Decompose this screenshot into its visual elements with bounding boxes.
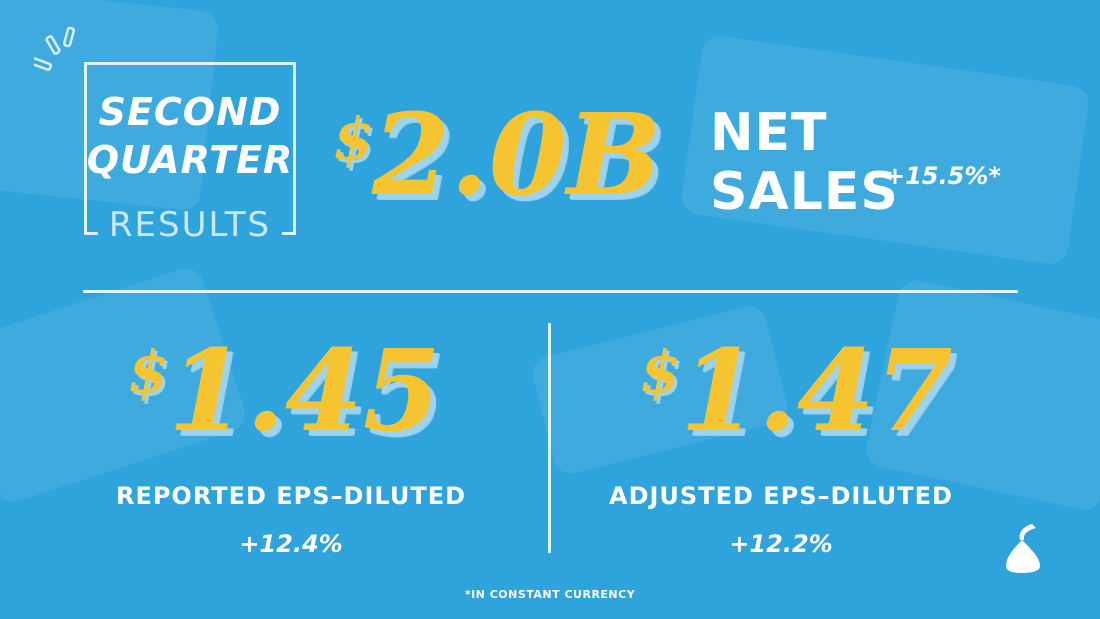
net-sales-growth: +15.5%* [885,162,1001,190]
net-sales-label-sales: SALES [710,162,899,222]
title-quarter: QUARTER [86,138,294,182]
horizontal-divider [83,290,1018,293]
sparkle-lines-icon [34,26,76,71]
net-sales-currency: $ [333,105,374,173]
vertical-divider [548,323,551,553]
footnote: *IN CONSTANT CURRENCY [464,588,636,601]
title-frame [84,62,296,234]
reported-eps-growth: +12.4% [239,530,343,558]
reported-eps-value: 1.45 [168,326,441,457]
adjusted-eps-label: ADJUSTED EPS–DILUTED [609,482,953,510]
title-frame-corner [84,232,98,235]
reported-eps-label: REPORTED EPS–DILUTED [115,482,467,510]
adjusted-eps-currency: $ [640,338,681,406]
adjusted-eps-growth: +12.2% [729,530,833,558]
adjusted-eps-value: 1.47 [680,326,953,457]
title-results: RESULTS [108,205,272,245]
net-sales-value: 2.0B [372,90,662,221]
title-frame-corner [282,232,296,235]
title-second: SECOND [98,90,282,134]
kiss-logo-icon [1006,524,1040,573]
reported-eps-currency: $ [128,338,169,406]
net-sales-label-net: NET [710,103,828,163]
